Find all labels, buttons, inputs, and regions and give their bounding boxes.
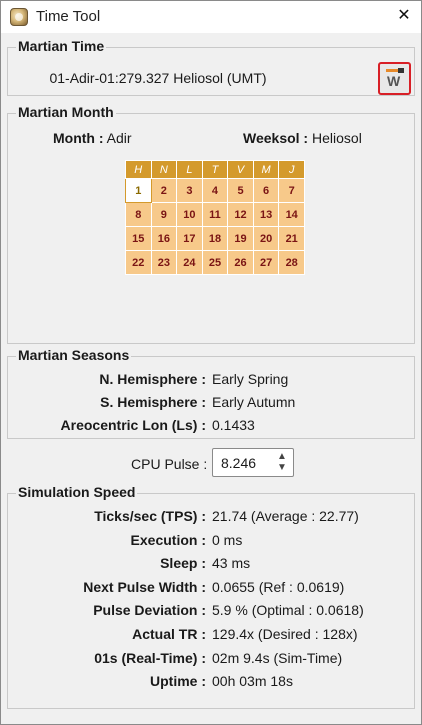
martian-month-legend: Martian Month	[16, 104, 116, 120]
calendar-day-cell[interactable]: 26	[227, 250, 254, 275]
calendar-day-cell[interactable]: 28	[278, 250, 305, 275]
close-icon[interactable]: ✕	[397, 7, 411, 24]
martian-time-text: 01-Adir-01:279.327 Heliosol (UMT)	[49, 70, 267, 86]
calendar-day-cell[interactable]: 1	[125, 178, 152, 203]
calendar-day-cell[interactable]: 27	[252, 250, 280, 275]
window-title: Time Tool	[36, 8, 101, 25]
info-row-value: 02m 9.4s (Sim-Time)	[212, 649, 343, 666]
calendar-day-cell[interactable]: 16	[150, 226, 178, 251]
cpu-pulse-spinner[interactable]: ▲▼	[212, 448, 294, 477]
calendar-week-row: 15 16 17 18 19 20 21	[125, 226, 305, 251]
calendar-weekday-header: V	[227, 160, 254, 179]
calendar-day-cell[interactable]: 22	[125, 250, 152, 275]
cpu-pulse-label: CPU Pulse :	[131, 456, 208, 472]
calendar-day-cell[interactable]: 23	[150, 250, 178, 275]
info-row-value: 43 ms	[212, 555, 251, 572]
chevron-up-down-icon[interactable]: ▲ ▼	[277, 451, 287, 473]
info-row-label: Actual TR :	[132, 626, 206, 642]
calendar-day-cell[interactable]: 20	[252, 226, 280, 251]
month-value: Adir	[106, 130, 132, 146]
info-row-label: Execution :	[130, 531, 206, 548]
calendar-day-cell[interactable]: 9	[150, 202, 178, 227]
calendar-weekday-header: J	[278, 160, 305, 179]
cpu-pulse-input[interactable]	[221, 453, 273, 473]
calendar-day-cell[interactable]: 3	[176, 178, 203, 203]
martian-time-legend: Martian Time	[16, 38, 107, 54]
martian-seasons-panel: Martian Seasons N. Hemisphere : Early Spr…	[7, 347, 415, 439]
calendar-day-cell[interactable]: 19	[227, 226, 254, 251]
calendar-day-cell[interactable]: 21	[278, 226, 305, 251]
marstime-button[interactable]: W	[378, 62, 411, 95]
martian-seasons-legend: Martian Seasons	[16, 347, 132, 363]
info-row-value: Early Spring	[212, 371, 289, 387]
info-row-label: Uptime :	[150, 673, 206, 690]
info-row-value: 0.0655 (Ref : 0.0619)	[212, 578, 345, 595]
calendar-day-cell[interactable]: 24	[176, 250, 203, 275]
calendar-week-row: 8 9 10 11 12 13 14	[125, 202, 305, 227]
calendar-day-cell[interactable]: 25	[201, 250, 229, 275]
info-row-label: Next Pulse Width :	[83, 578, 206, 595]
calendar-day-cell[interactable]: 13	[252, 202, 280, 227]
calendar-day-cell[interactable]: 11	[201, 202, 229, 227]
info-row-label: N. Hemisphere :	[99, 371, 206, 387]
calendar-weekday-header: M	[252, 160, 280, 179]
calendar-weekday-header: T	[201, 160, 229, 179]
info-row-label: 01s (Real-Time) :	[94, 649, 206, 666]
month-label: Month :	[53, 130, 104, 146]
info-row-value: 5.9 % (Optimal : 0.0618)	[212, 602, 364, 619]
info-row-label: Sleep :	[160, 555, 206, 572]
info-row-value: 0 ms	[212, 531, 243, 548]
marstime-calendar-icon: W	[387, 73, 401, 89]
calendar-day-cell[interactable]: 7	[278, 178, 305, 203]
info-row-label: Pulse Deviation :	[93, 602, 206, 619]
info-row-label: Areocentric Lon (Ls) :	[60, 417, 206, 433]
weeksol-row: Weeksol : Heliosol	[243, 130, 362, 146]
info-row-label: Ticks/sec (TPS) :	[94, 508, 206, 524]
calendar-day-cell[interactable]: 4	[201, 178, 229, 203]
calendar-day-cell[interactable]: 10	[176, 202, 203, 227]
calendar-day-cell[interactable]: 6	[252, 178, 280, 203]
calendar-day-cell[interactable]: 8	[125, 202, 152, 227]
calendar-weekday-header: N	[150, 160, 178, 179]
info-row-value: 129.4x (Desired : 128x)	[212, 626, 358, 642]
martian-month-panel: Martian Month Month : Adir Weeksol : Hel…	[7, 104, 415, 344]
calendar-day-cell[interactable]: 18	[201, 226, 229, 251]
marstime-dot	[398, 68, 404, 73]
weeksol-label: Weeksol :	[243, 130, 309, 146]
calendar-week-row: 22 23 24 25 26 27 28	[125, 250, 305, 275]
month-row: Month : Adir	[53, 130, 132, 146]
info-row-value: 00h 03m 18s	[212, 673, 293, 690]
calendar-day-cell[interactable]: 2	[150, 178, 178, 203]
calendar-day-cell[interactable]: 5	[227, 178, 254, 203]
mars-clock-app-icon	[10, 8, 28, 26]
martian-time-panel: Martian Time 01-Adir-01:279.327 Heliosol…	[7, 38, 415, 96]
calendar-day-cell[interactable]: 15	[125, 226, 152, 251]
marstime-strip	[386, 69, 404, 72]
title-bar[interactable]: Time Tool ✕	[1, 1, 421, 33]
info-row-label: S. Hemisphere :	[100, 394, 206, 410]
weeksol-value: Heliosol	[312, 130, 362, 146]
calendar-weekday-header: L	[176, 160, 203, 179]
calendar-day-cell[interactable]: 14	[278, 202, 305, 227]
calendar-day-cell[interactable]: 12	[227, 202, 254, 227]
info-row-value: Early Autumn	[212, 394, 296, 410]
info-row-value: 21.74 (Average : 22.77)	[212, 508, 359, 524]
info-row-value: 0.1433	[212, 417, 255, 433]
calendar-day-cell[interactable]: 17	[176, 226, 203, 251]
calendar-weekday-header: H	[125, 160, 152, 179]
simulation-speed-legend: Simulation Speed	[16, 484, 138, 500]
simulation-speed-panel: Simulation Speed Ticks/sec (TPS) : 21.74 …	[7, 484, 415, 709]
